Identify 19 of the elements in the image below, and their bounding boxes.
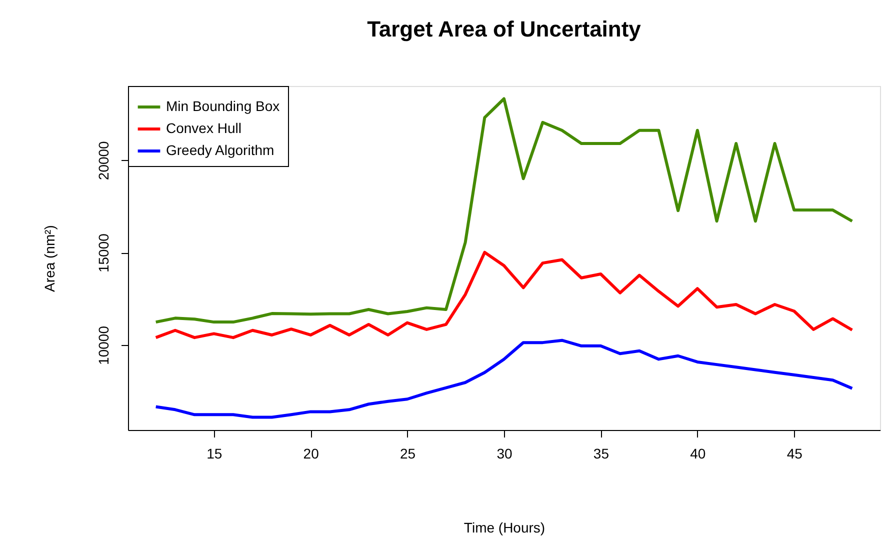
x-tick-label: 20 (303, 446, 320, 462)
chart-title: Target Area of Uncertainty (367, 16, 642, 42)
y-tick-label: 10000 (96, 326, 112, 365)
y-tick-label: 15000 (96, 233, 112, 273)
x-tick-label: 15 (206, 446, 222, 462)
y-axis-title: Area (nm²) (42, 225, 58, 292)
legend-label: Min Bounding Box (166, 98, 280, 114)
y-tick-label: 20000 (96, 140, 112, 180)
legend-label: Greedy Algorithm (166, 142, 274, 158)
line-series (154, 250, 854, 340)
legend-label: Convex Hull (166, 120, 242, 136)
x-axis-title: Time (Hours) (464, 520, 546, 536)
x-tick-label: 30 (496, 446, 512, 462)
line-series (154, 338, 854, 419)
x-tick-label: 25 (400, 446, 416, 462)
x-tick-label: 35 (593, 446, 610, 462)
x-tick-label: 40 (690, 446, 706, 462)
x-tick-label: 45 (786, 446, 803, 462)
line-series (154, 97, 854, 324)
